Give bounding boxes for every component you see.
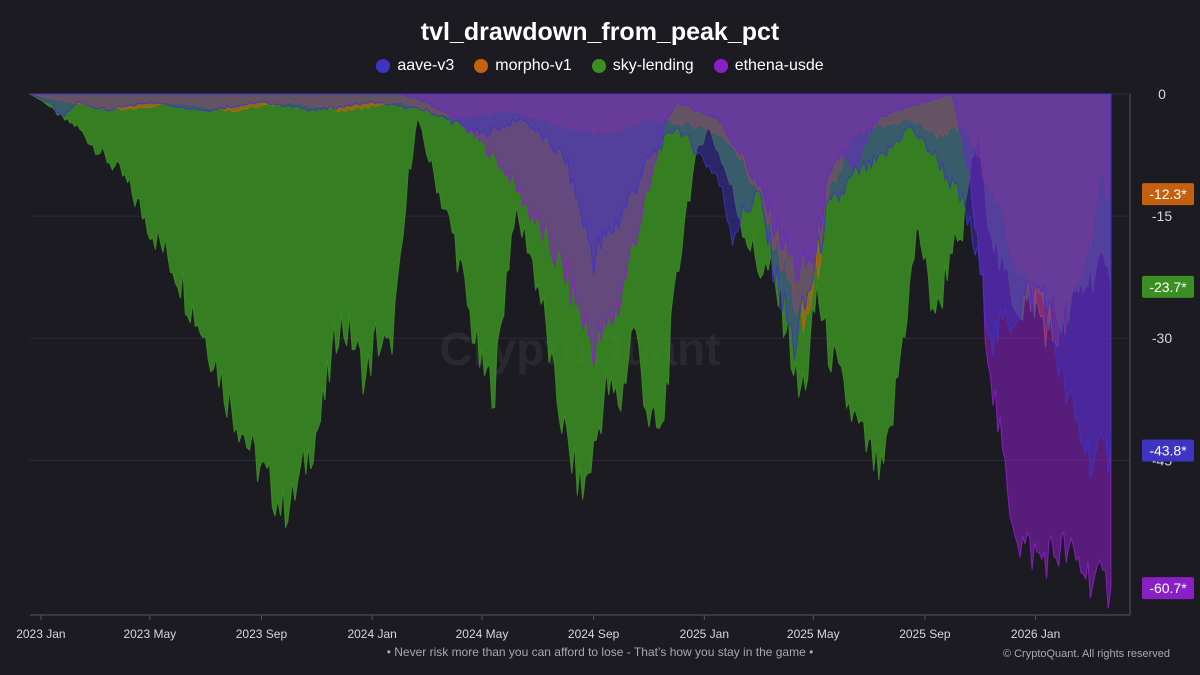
last-value-label-sky-lending: -23.7* (1149, 279, 1187, 295)
x-tick-label: 2023 Sep (236, 627, 288, 641)
last-value-label-morpho-v1: -12.3* (1149, 186, 1187, 202)
legend-label-sky-lending: sky-lending (612, 57, 694, 74)
legend-dot-ethena-usde (713, 59, 728, 73)
legend-item-ethena-usde[interactable]: ethena-usde (713, 57, 824, 75)
x-tick-label: 2024 Jan (347, 627, 396, 641)
legend: aave-v3 morpho-v1 sky-lending ethena-usd… (0, 57, 1200, 75)
legend-dot-aave-v3 (376, 59, 391, 73)
x-tick-label: 2023 May (123, 627, 176, 641)
x-tick-label: 2025 Sep (899, 627, 951, 641)
footer-note: • Never risk more than you can afford to… (386, 645, 814, 659)
last-value-badge-ethena-usde (1142, 577, 1194, 600)
chart-title: tvl_drawdown_from_peak_pct (420, 18, 780, 46)
x-tick-label: 2026 Jan (1011, 627, 1060, 641)
legend-label-morpho-v1: morpho-v1 (495, 57, 572, 74)
y-tick-label: -30 (1152, 330, 1172, 346)
legend-label-ethena-usde: ethena-usde (734, 57, 824, 74)
x-tick-label: 2024 Sep (568, 627, 620, 641)
legend-item-sky-lending[interactable]: sky-lending (591, 57, 694, 75)
x-tick-label: 2025 Jan (680, 627, 729, 641)
x-tick-label: 2024 May (456, 627, 509, 641)
last-value-label-ethena-usde: -60.7* (1149, 580, 1187, 596)
series-area-aave-v3 (29, 93, 1112, 479)
x-tick-label: 2023 Jan (16, 627, 65, 641)
series-area-sky-lending (28, 93, 1112, 528)
last-value-badge-sky-lending (1142, 275, 1194, 298)
last-value-badge-morpho-v1 (1142, 183, 1194, 206)
y-tick-label: 0 (1158, 86, 1166, 102)
legend-dot-morpho-v1 (474, 59, 489, 73)
legend-label-aave-v3: aave-v3 (397, 57, 455, 74)
x-tick-label: 2025 May (787, 627, 840, 641)
last-value-label-aave-v3: -43.8* (1149, 443, 1187, 459)
legend-dot-sky-lending (591, 59, 606, 73)
y-tick-label: -15 (1152, 208, 1172, 224)
last-value-badge-aave-v3 (1142, 439, 1194, 462)
legend-item-aave-v3[interactable]: aave-v3 (376, 57, 454, 75)
legend-item-morpho-v1[interactable]: morpho-v1 (474, 57, 572, 75)
copyright: © CryptoQuant. All rights reserved (1002, 648, 1170, 660)
